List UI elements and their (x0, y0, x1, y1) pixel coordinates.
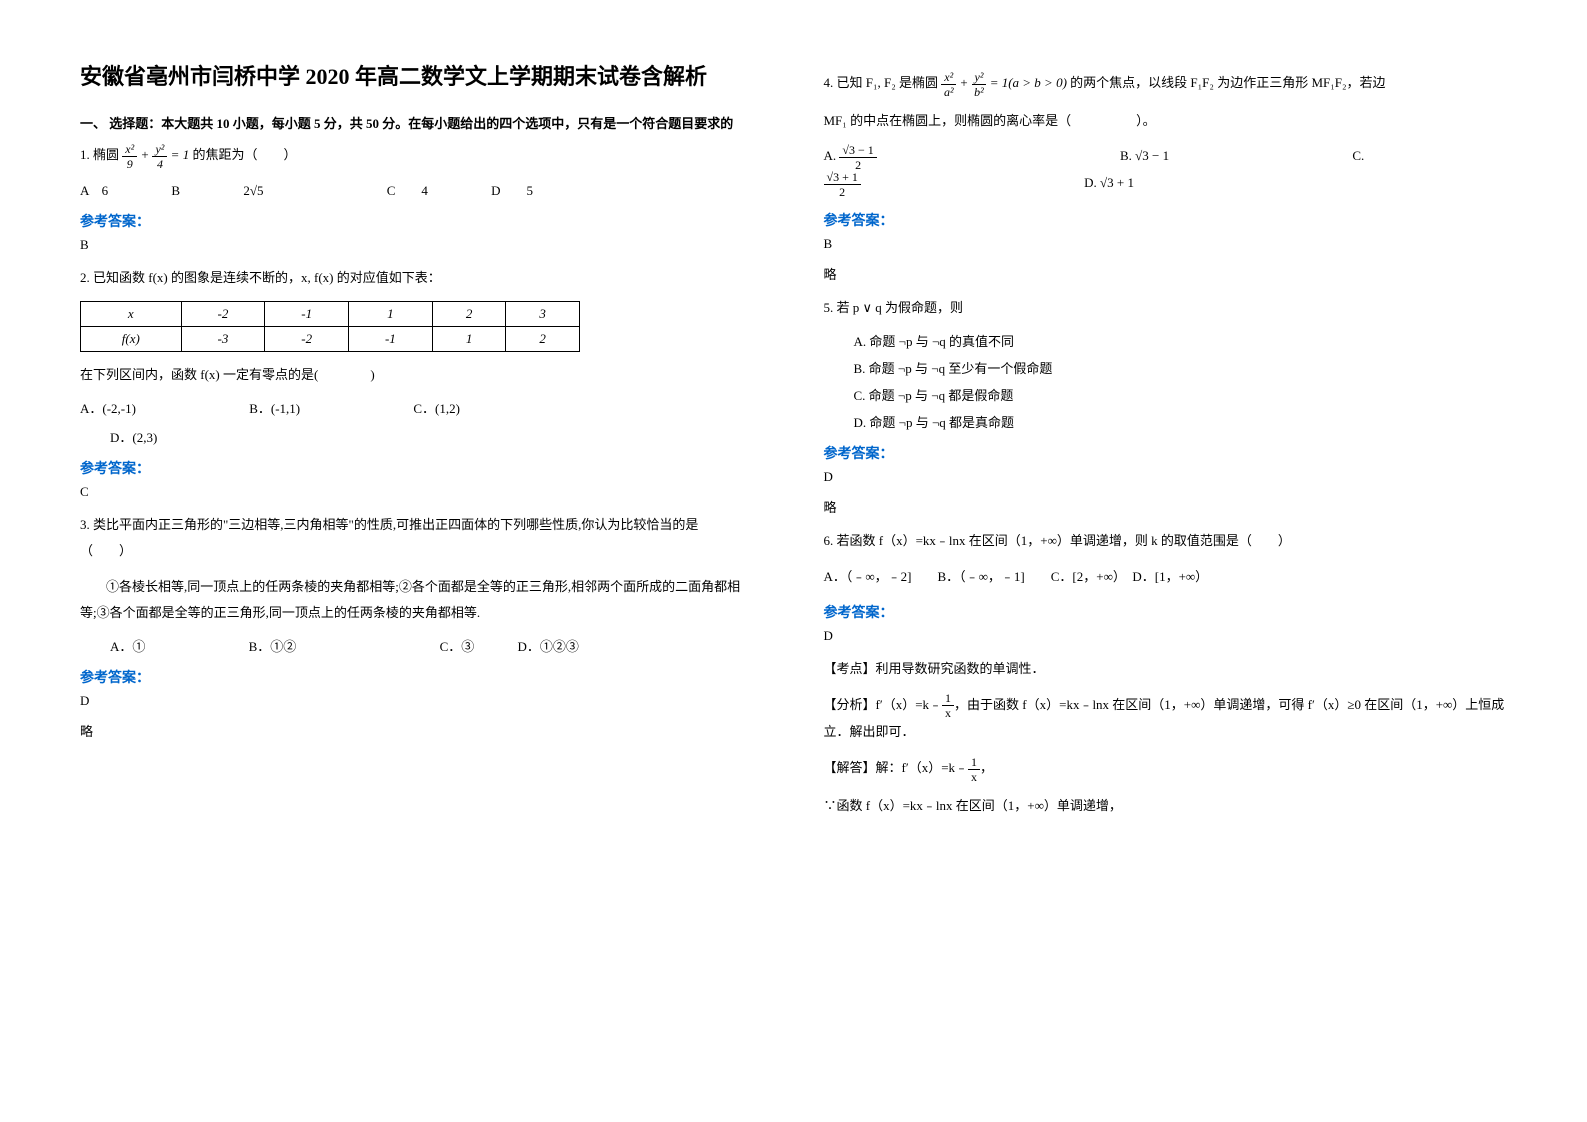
q6-fenxi: 【分析】f′（x）=k﹣1x，由于函数 f（x）=kx﹣lnx 在区间（1，+∞… (824, 692, 1508, 746)
q4-line2: MF₁ 的中点在椭圆上，则椭圆的离心率是（ ）。 (824, 108, 1508, 134)
q2-answer-label: 参考答案： (80, 458, 764, 478)
q2-opt-c: C．(1,2) (413, 401, 460, 416)
q2-opt-b: B．(-1,1) (249, 401, 300, 416)
q6-options: A．（﹣∞，﹣2] B．（﹣∞，﹣1] C．[2，+∞） D．[1，+∞） (824, 564, 1508, 590)
right-column: 4. 已知 F₁, F₂ 是椭圆 x²a² + y²b² = 1(a > b >… (794, 60, 1538, 1062)
q4-answer: B (824, 236, 1508, 252)
q2-options-2: D．(2,3) (110, 427, 764, 446)
q1-formula: x²9 + y²4 = 1 (122, 142, 189, 170)
q3-answer: D (80, 693, 764, 709)
q5-answer: D (824, 469, 1508, 485)
q3-opt-b: B．①② (249, 639, 297, 654)
q6-jieda-2: ∵函数 f（x）=kx﹣lnx 在区间（1，+∞）单调递增， (824, 793, 1508, 819)
question-3: 3. 类比平面内正三角形的"三边相等,三内角相等"的性质,可推出正四面体的下列哪… (80, 512, 764, 564)
document-title: 安徽省亳州市闫桥中学 2020 年高二数学文上学期期末试卷含解析 (80, 60, 764, 93)
q3-opt-d: D．①②③ (517, 639, 578, 654)
section-1-header: 一、 选择题：本大题共 10 小题，每小题 5 分，共 50 分。在每小题给出的… (80, 113, 764, 132)
question-1: 1. 椭圆 x²9 + y²4 = 1 的焦距为（ ） (80, 142, 764, 170)
q4-opt-a: A. √3 − 12 (824, 148, 997, 163)
q4-formula: x²a² + y²b² = 1(a > b > 0) (941, 70, 1067, 98)
q1-answer-label: 参考答案： (80, 211, 764, 231)
q4-note: 略 (824, 264, 1508, 283)
q6-jieda: 【解答】解：f′（x）=k﹣1x， (824, 755, 1508, 783)
q1-prefix: 1. 椭圆 (80, 147, 119, 162)
q5-opt-c: C. 命题 ¬p 与 ¬q 都是假命题 (854, 385, 1508, 404)
q1-opt-c: C 4 (387, 183, 428, 198)
q1-options: A 6 B 2√5 C 4 D 5 (80, 180, 764, 199)
q2-table: x -2 -1 1 2 3 f(x) -3 -2 -1 1 2 (80, 301, 580, 352)
q3-body: ①各棱长相等,同一顶点上的任两条棱的夹角都相等;②各个面都是全等的正三角形,相邻… (80, 574, 764, 626)
q2-opt-d: D．(2,3) (110, 430, 157, 445)
q3-note: 略 (80, 721, 764, 740)
q2-opt-a: A．(-2,-1) (80, 401, 136, 416)
q3-answer-label: 参考答案： (80, 667, 764, 687)
q4-answer-label: 参考答案： (824, 210, 1508, 230)
table-row: f(x) -3 -2 -1 1 2 (81, 326, 580, 351)
table-row: x -2 -1 1 2 3 (81, 301, 580, 326)
q6-kaodian: 【考点】利用导数研究函数的单调性． (824, 656, 1508, 682)
q5-note: 略 (824, 497, 1508, 516)
q6-answer-label: 参考答案： (824, 602, 1508, 622)
q2-continuation: 在下列区间内，函数 f(x) 一定有零点的是( ) (80, 362, 764, 388)
q4-opt-b: B. √3 − 1 (1120, 148, 1229, 163)
q1-answer: B (80, 237, 764, 253)
q5-opt-b: B. 命题 ¬p 与 ¬q 至少有一个假命题 (854, 358, 1508, 377)
q1-suffix: 的焦距为（ ） (192, 147, 296, 162)
q4-opt-d: D. √3 + 1 (1084, 175, 1194, 190)
left-column: 安徽省亳州市闫桥中学 2020 年高二数学文上学期期末试卷含解析 一、 选择题：… (50, 60, 794, 1062)
q1-opt-b: B 2√5 (171, 183, 323, 198)
q3-options: A．① B．①② C．③ D．①②③ (110, 636, 764, 655)
question-2: 2. 已知函数 f(x) 的图象是连续不断的，x, f(x) 的对应值如下表： (80, 265, 764, 291)
question-4: 4. 已知 F₁, F₂ 是椭圆 x²a² + y²b² = 1(a > b >… (824, 70, 1508, 98)
q1-opt-d: D 5 (491, 183, 533, 198)
q5-opt-d: D. 命题 ¬p 与 ¬q 都是真命题 (854, 412, 1508, 431)
q3-opt-a: A．① (110, 639, 145, 654)
q1-opt-a: A 6 (80, 183, 108, 198)
question-5: 5. 若 p ∨ q 为假命题，则 (824, 295, 1508, 321)
q5-answer-label: 参考答案： (824, 443, 1508, 463)
q6-answer: D (824, 628, 1508, 644)
q4-options: A. √3 − 12 B. √3 − 1 C. √3 + 12 D. √3 + … (824, 144, 1508, 198)
q5-opt-a: A. 命题 ¬p 与 ¬q 的真值不同 (854, 331, 1508, 350)
q2-options: A．(-2,-1) B．(-1,1) C．(1,2) (80, 398, 764, 417)
question-6: 6. 若函数 f（x）=kx﹣lnx 在区间（1，+∞）单调递增，则 k 的取值… (824, 528, 1508, 554)
q2-answer: C (80, 484, 764, 500)
q3-opt-c: C．③ (440, 639, 475, 654)
